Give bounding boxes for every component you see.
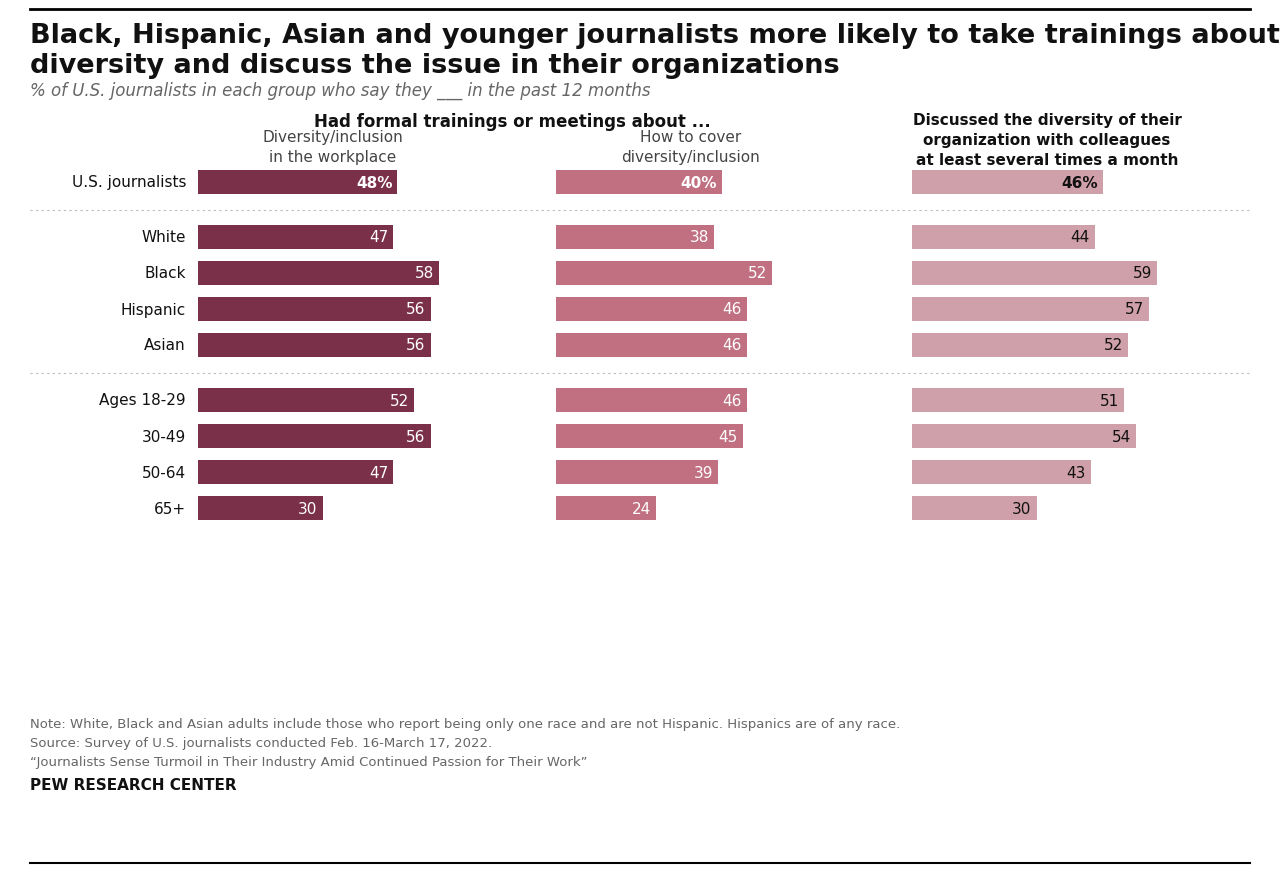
Text: % of U.S. journalists in each group who say they ___ in the past 12 months: % of U.S. journalists in each group who …: [29, 82, 650, 100]
Text: Discussed the diversity of their
organization with colleagues
at least several t: Discussed the diversity of their organiz…: [913, 113, 1181, 168]
Bar: [198, 333, 430, 358]
Bar: [556, 496, 655, 520]
Bar: [911, 171, 1103, 195]
Text: 44: 44: [1070, 231, 1089, 246]
Text: 38: 38: [690, 231, 709, 246]
Bar: [556, 297, 748, 322]
Text: How to cover
diversity/inclusion: How to cover diversity/inclusion: [622, 130, 760, 165]
Text: PEW RESEARCH CENTER: PEW RESEARCH CENTER: [29, 777, 237, 792]
Text: diversity and discuss the issue in their organizations: diversity and discuss the issue in their…: [29, 53, 840, 79]
Text: 51: 51: [1100, 393, 1119, 408]
Text: 65+: 65+: [154, 501, 186, 516]
Bar: [911, 297, 1148, 322]
Bar: [198, 424, 430, 448]
Text: Asian: Asian: [145, 339, 186, 353]
Bar: [911, 389, 1124, 412]
Bar: [911, 225, 1094, 250]
Text: 50-64: 50-64: [142, 465, 186, 480]
Text: Source: Survey of U.S. journalists conducted Feb. 16-March 17, 2022.: Source: Survey of U.S. journalists condu…: [29, 736, 492, 749]
Bar: [556, 261, 772, 286]
Text: 43: 43: [1066, 465, 1085, 480]
Text: 46: 46: [723, 393, 742, 408]
Text: Note: White, Black and Asian adults include those who report being only one race: Note: White, Black and Asian adults incl…: [29, 717, 900, 731]
Text: Diversity/inclusion
in the workplace: Diversity/inclusion in the workplace: [262, 130, 403, 165]
Bar: [198, 297, 430, 322]
Text: 24: 24: [631, 501, 650, 516]
Bar: [198, 460, 393, 484]
Bar: [198, 171, 397, 195]
Text: Black: Black: [145, 267, 186, 282]
Text: 45: 45: [718, 429, 739, 444]
Text: White: White: [142, 231, 186, 246]
Text: 56: 56: [406, 429, 426, 444]
Bar: [198, 225, 393, 250]
Text: 40%: 40%: [681, 175, 717, 190]
Text: 39: 39: [694, 465, 713, 480]
Bar: [198, 389, 413, 412]
Bar: [556, 171, 722, 195]
Text: 57: 57: [1125, 303, 1144, 317]
Bar: [911, 424, 1137, 448]
Bar: [198, 496, 323, 520]
Text: Black, Hispanic, Asian and younger journalists more likely to take trainings abo: Black, Hispanic, Asian and younger journ…: [29, 23, 1280, 49]
Text: Ages 18-29: Ages 18-29: [100, 393, 186, 408]
Text: 48%: 48%: [356, 175, 393, 190]
Text: 56: 56: [406, 339, 426, 353]
Bar: [198, 261, 439, 286]
Text: 30: 30: [1012, 501, 1032, 516]
Bar: [911, 460, 1091, 484]
Text: 54: 54: [1112, 429, 1132, 444]
Bar: [911, 333, 1128, 358]
Bar: [911, 496, 1037, 520]
Text: Had formal trainings or meetings about ...: Had formal trainings or meetings about .…: [314, 113, 710, 131]
Text: 30: 30: [298, 501, 317, 516]
Bar: [556, 389, 748, 412]
Text: 46: 46: [723, 339, 742, 353]
Text: Hispanic: Hispanic: [120, 303, 186, 317]
Text: 30-49: 30-49: [142, 429, 186, 444]
Bar: [556, 333, 748, 358]
Text: 46: 46: [723, 303, 742, 317]
Text: 52: 52: [389, 393, 410, 408]
Text: 47: 47: [369, 231, 388, 246]
Text: 52: 52: [1103, 339, 1123, 353]
Text: “Journalists Sense Turmoil in Their Industry Amid Continued Passion for Their Wo: “Journalists Sense Turmoil in Their Indu…: [29, 755, 588, 768]
Text: 47: 47: [369, 465, 388, 480]
Bar: [911, 261, 1157, 286]
Text: U.S. journalists: U.S. journalists: [72, 175, 186, 190]
Text: 46%: 46%: [1061, 175, 1098, 190]
Text: 59: 59: [1133, 267, 1152, 282]
Text: 52: 52: [748, 267, 767, 282]
Bar: [556, 460, 718, 484]
Bar: [556, 424, 742, 448]
Text: 58: 58: [415, 267, 434, 282]
Bar: [556, 225, 714, 250]
Text: 56: 56: [406, 303, 426, 317]
